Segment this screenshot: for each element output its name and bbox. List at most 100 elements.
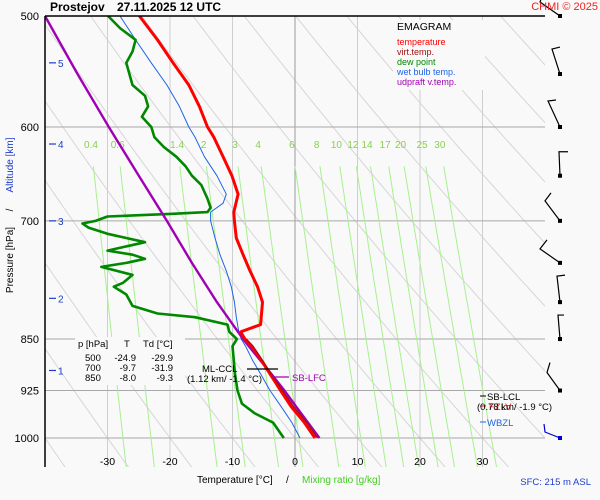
x-tick-label: -20 [162, 456, 177, 468]
altitude-tick-label: 1 [58, 366, 64, 377]
series-wet-bulb-temp [119, 16, 301, 439]
mixing-ratio-line [425, 166, 478, 467]
y-axis-title-pressure: Pressure [hPa] [5, 227, 16, 293]
table-cell: -24.9 [114, 353, 136, 364]
sounding-series [45, 16, 321, 439]
wind-barb [546, 362, 561, 391]
plot-frame [44, 15, 545, 467]
dry-adiabat [346, 16, 545, 244]
table-header-t: T [124, 339, 130, 350]
legend: EMAGRAM temperature virt.temp. dew point… [393, 20, 485, 90]
dry-adiabat [45, 23, 383, 467]
ml-ccl-detail: (1.12 km/ -1.4 °C) [187, 374, 262, 385]
x-tick-label: -10 [225, 456, 240, 468]
altitude-tick-label: 5 [58, 59, 64, 70]
y-axis-title-sep: / [5, 208, 16, 211]
legend-updraft: udpraft v.temp. [397, 77, 456, 87]
legend-dew-point: dew point [397, 57, 436, 67]
wind-barbs [539, 0, 568, 440]
mixing-ratio-line [119, 166, 155, 467]
dry-adiabat [448, 16, 545, 124]
wind-barb [543, 423, 561, 439]
altitude-tick-label: 3 [58, 217, 64, 228]
wind-barb [547, 99, 561, 128]
mixing-ratio-label: 10 [331, 140, 343, 151]
mixing-ratio-line [92, 166, 127, 467]
y-tick-label: 1000 [15, 433, 39, 445]
wind-barb [539, 239, 561, 264]
wind-barb [558, 151, 568, 176]
sb-lcl-detail: (0.78 km/ -1.9 °C) [477, 402, 552, 413]
fzlv-label: FZLV [489, 402, 512, 413]
wbzl-label: WBZL [487, 418, 513, 429]
wind-barb-station-dot [558, 72, 562, 77]
mixing-ratio-line [443, 166, 498, 467]
wind-barb [551, 46, 561, 75]
mixing-ratio-label: 4 [255, 140, 261, 151]
table-header-td: Td [°C] [143, 339, 173, 350]
wind-barb-station-dot [558, 436, 562, 440]
mixing-ratio-label: 17 [380, 140, 392, 151]
x-tick-label: 0 [292, 456, 298, 468]
mixing-ratio-line [403, 166, 455, 467]
x-tick-label: 30 [477, 456, 489, 468]
dry-adiabat [295, 16, 545, 307]
wind-barb-station-dot [558, 300, 562, 305]
copyright: CHMI © 2025 [531, 1, 598, 13]
mixing-ratio-label: 0.6 [111, 140, 125, 151]
wind-barb-station-dot [558, 260, 562, 265]
table-cell: -9.7 [120, 363, 136, 374]
mixing-ratio-label: 2 [201, 140, 207, 151]
table-bg [75, 337, 185, 385]
wind-barb [557, 314, 564, 340]
series-dew-point [81, 16, 285, 439]
ml-ccl-label: ML-CCL [202, 364, 237, 375]
wind-barb-station-dot [558, 14, 562, 18]
mixing-ratio-line [388, 166, 439, 467]
mixing-ratio-line [260, 166, 304, 467]
dry-adiabat [397, 16, 545, 183]
dry-adiabat [45, 100, 320, 467]
mixing-ratio-label: 12 [347, 140, 359, 151]
mixing-ratio-line [205, 166, 246, 467]
mixing-ratio-label: 3 [232, 140, 238, 151]
legend-temperature: temperature [397, 37, 446, 47]
mixing-ratio-line [355, 166, 405, 467]
sfc-label: SFC: 215 m ASL [520, 477, 591, 488]
wind-barb [539, 0, 561, 17]
x-axis-title-mixing: Mixing ratio [g/kg] [302, 475, 381, 486]
sb-lfc-label: SB-LFC [292, 373, 326, 384]
dry-adiabat [141, 16, 510, 467]
x-axis-title-temperature: Temperature [°C] [197, 475, 273, 486]
legend-wet-bulb: wet bulb temp. [396, 67, 456, 77]
legend-title: EMAGRAM [397, 21, 451, 33]
y-axis-title: Pressure [hPa] / Altitude [km] [5, 137, 16, 293]
y-tick-label: 925 [21, 386, 39, 398]
mixing-ratio-label: 8 [314, 140, 320, 151]
mixing-ratio-line [339, 166, 387, 467]
mixing-ratio-line [179, 166, 218, 467]
sounding-table: p [hPa] T Td [°C] 500 -24.9 -29.9 700 -9… [75, 337, 185, 385]
x-axis-title-sep: / [286, 475, 289, 486]
table-cell: 500 [85, 353, 101, 364]
wind-barb [544, 192, 561, 222]
y-tick-label: 600 [21, 122, 39, 134]
wind-barb-station-dot [558, 388, 562, 393]
wind-barb-station-dot [558, 125, 562, 130]
mixing-ratio-line [237, 166, 280, 467]
legend-virt-temp: virt.temp. [397, 47, 434, 57]
wind-barb-station-dot [558, 173, 562, 178]
table-cell: 850 [85, 373, 101, 384]
table-cell: -9.3 [157, 373, 173, 384]
sb-lcl-label: SB-LCL [487, 392, 520, 403]
datetime: 27.11.2025 12 UTC [117, 0, 221, 14]
altitude-tick-label: 4 [58, 140, 64, 151]
dry-adiabat [45, 347, 130, 467]
wind-barb-station-dot [558, 218, 562, 223]
table-cell: 700 [85, 363, 101, 374]
mixing-ratio-line [294, 166, 340, 467]
mixing-ratio-label: 20 [395, 140, 407, 151]
mixing-ratio-label: 14 [361, 140, 373, 151]
dry-adiabat [0, 16, 2, 468]
